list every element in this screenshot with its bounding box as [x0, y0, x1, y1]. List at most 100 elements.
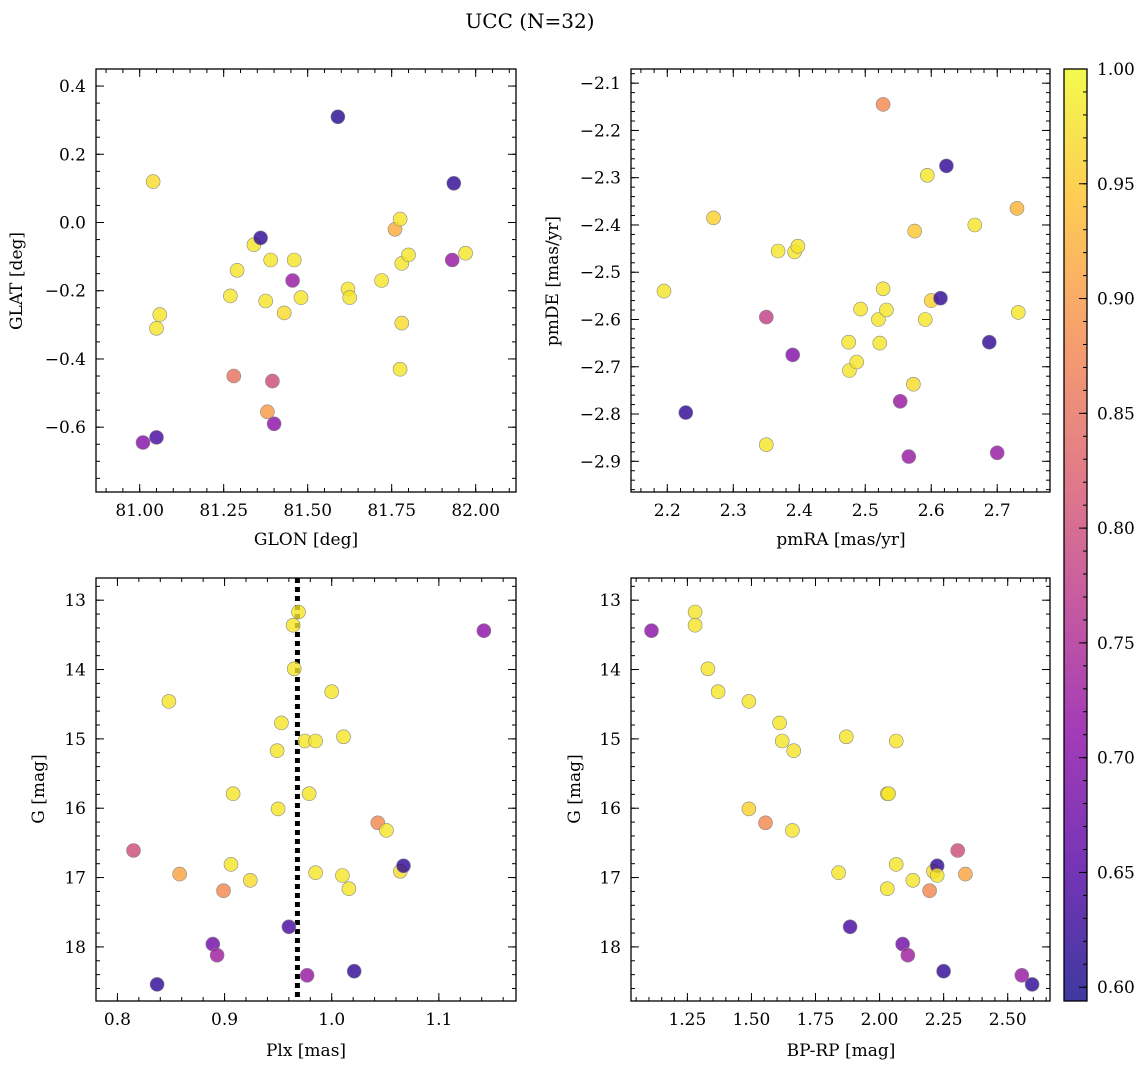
- y-tick-label: −2.3: [580, 169, 621, 189]
- scatter-point: [392, 361, 408, 377]
- axes-frame: [95, 577, 517, 1002]
- scatter-points: [135, 109, 473, 450]
- colorbar-tick-label: 0.90: [1097, 290, 1135, 310]
- scatter-point: [758, 437, 774, 453]
- panel-glon-glat: 81.00 81.25 81.50 81.75 82.00 −0.6 −0.4 −0.2 0.0…: [7, 68, 517, 550]
- x-tick-label: 82.00: [451, 501, 500, 521]
- scatter-point: [263, 252, 279, 268]
- y-tick-label: −2.7: [580, 358, 621, 378]
- scatter-point: [710, 684, 726, 700]
- scatter-point: [967, 217, 983, 233]
- y-tick-label: −2.6: [580, 310, 621, 330]
- scatter-point: [446, 176, 462, 191]
- scatter-point: [838, 729, 854, 745]
- y-tick-label: −0.2: [45, 282, 86, 302]
- x-tick-label: 2.7: [984, 501, 1011, 521]
- x-tick-label: 1.75: [797, 1010, 835, 1030]
- scatter-point: [888, 733, 904, 749]
- scatter-point: [872, 335, 888, 351]
- scatter-point: [1024, 977, 1040, 992]
- scatter-point: [286, 252, 302, 268]
- x-axis-label-plx: Plx [mas]: [266, 1041, 346, 1061]
- scatter-point: [785, 347, 801, 363]
- scatter-point: [785, 823, 800, 838]
- scatter-point: [126, 843, 141, 858]
- x-tick-label: 81.50: [283, 501, 332, 521]
- panel-plx-g: 0.8 0.9 1.0 1.1 13 14 15 16 17 18 Plx [mas] G [ma…: [29, 577, 517, 1061]
- x-tick-label: 2.6: [918, 501, 945, 521]
- scatter-point: [308, 865, 323, 881]
- colorbar-tick-label: 0.65: [1097, 863, 1135, 883]
- y-tick-label: 0.4: [59, 77, 86, 97]
- colorbar-tick-label: 0.75: [1097, 634, 1135, 654]
- scatter-point: [875, 97, 891, 112]
- x-axis-label-pmra: pmRA [mas/yr]: [776, 530, 905, 550]
- scatter-point: [269, 743, 285, 759]
- scatter-point: [285, 273, 300, 288]
- x-axis-label-bprp: BP-RP [mag]: [787, 1041, 896, 1061]
- y-axis-label-glat: GLAT [deg]: [7, 232, 27, 330]
- scatter-point: [374, 273, 389, 288]
- scatter-point: [958, 866, 973, 882]
- scatter-point: [149, 430, 164, 445]
- scatter-point: [936, 963, 951, 979]
- y-tick-label: −2.2: [580, 121, 621, 141]
- y-tick-label: −2.8: [580, 405, 621, 425]
- y-tick-label: 13: [599, 591, 621, 611]
- scatter-point: [152, 307, 168, 322]
- colorbar-tick-label: 0.80: [1097, 519, 1135, 539]
- scatter-point: [831, 865, 846, 881]
- tick-marks: [95, 578, 516, 1001]
- x-tick-label: 1.1: [425, 1010, 452, 1030]
- scatter-point: [706, 210, 721, 226]
- scatter-point: [849, 354, 865, 370]
- scatter-point: [216, 883, 231, 899]
- scatter-point: [758, 815, 773, 831]
- scatter-point: [172, 866, 187, 882]
- scatter-point: [774, 733, 790, 749]
- scatter-point: [917, 312, 933, 327]
- scatter-point: [950, 843, 966, 858]
- scatter-point: [644, 623, 659, 639]
- scatter-point: [346, 963, 362, 979]
- scatter-point: [394, 315, 410, 331]
- y-tick-label: −0.6: [45, 418, 86, 438]
- scatter-point: [1009, 201, 1025, 216]
- scatter-point: [687, 604, 703, 620]
- y-tick-label: −2.1: [580, 74, 621, 94]
- x-tick-label: 1.25: [668, 1010, 706, 1030]
- scatter-point: [881, 786, 896, 802]
- colorbar-gradient: [1064, 69, 1087, 1001]
- colorbar-tick-label: 0.95: [1097, 175, 1135, 195]
- plot-area-pmra-pmde: 2.2 2.3 2.4 2.5 2.6 2.7 −2.9 −2.8 −2.7 −2.6 −2.5 −2…: [580, 68, 1051, 521]
- scatter-point: [260, 404, 275, 420]
- colorbar-tick-label: 0.60: [1097, 978, 1135, 998]
- plot-area-bprp-g: 1.25 1.50 1.75 2.00 2.25 2.50 13 14 15 16 17 18: [599, 577, 1051, 1030]
- y-tick-label: −2.5: [580, 263, 621, 283]
- x-tick-label: 0.8: [104, 1010, 131, 1030]
- plot-area-glon-glat: 81.00 81.25 81.50 81.75 82.00 −0.6 −0.4 −0.2 0.0…: [45, 68, 517, 521]
- scatter-point: [700, 661, 716, 677]
- panel-pmra-pmde: 2.2 2.3 2.4 2.5 2.6 2.7 −2.9 −2.8 −2.7 −2.6 −2.5 −2…: [543, 68, 1051, 550]
- x-tick-label: 1.0: [318, 1010, 345, 1030]
- y-axis-label-pmde: pmDE [mas/yr]: [543, 216, 563, 346]
- scatter-point: [379, 823, 394, 838]
- scatter-point: [907, 223, 923, 239]
- scatter-point: [981, 334, 997, 350]
- scatter-point: [209, 947, 225, 963]
- x-tick-label: 81.00: [115, 501, 164, 521]
- scatter-point: [161, 694, 177, 709]
- scatter-point: [274, 715, 289, 731]
- x-tick-label: 2.5: [852, 501, 879, 521]
- scatter-point: [458, 245, 473, 261]
- scatter-point: [392, 211, 408, 227]
- y-tick-label: −0.4: [45, 350, 86, 370]
- scatter-point: [901, 449, 917, 464]
- y-tick-label: 15: [599, 730, 621, 750]
- y-axis-label-g-left: G [mag]: [29, 754, 49, 823]
- y-tick-label: 17: [64, 869, 86, 889]
- scatter-point: [790, 238, 806, 254]
- tick-marks: [96, 68, 516, 492]
